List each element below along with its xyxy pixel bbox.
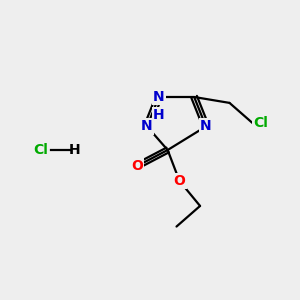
Text: Cl: Cl [34,143,49,157]
Text: H: H [69,143,81,157]
Text: Cl: Cl [253,116,268,130]
Text: O: O [173,174,185,188]
Text: N: N [200,119,212,134]
Text: O: O [131,159,143,173]
Text: N: N [153,90,165,104]
Text: H: H [153,108,165,122]
Text: N: N [141,119,153,134]
